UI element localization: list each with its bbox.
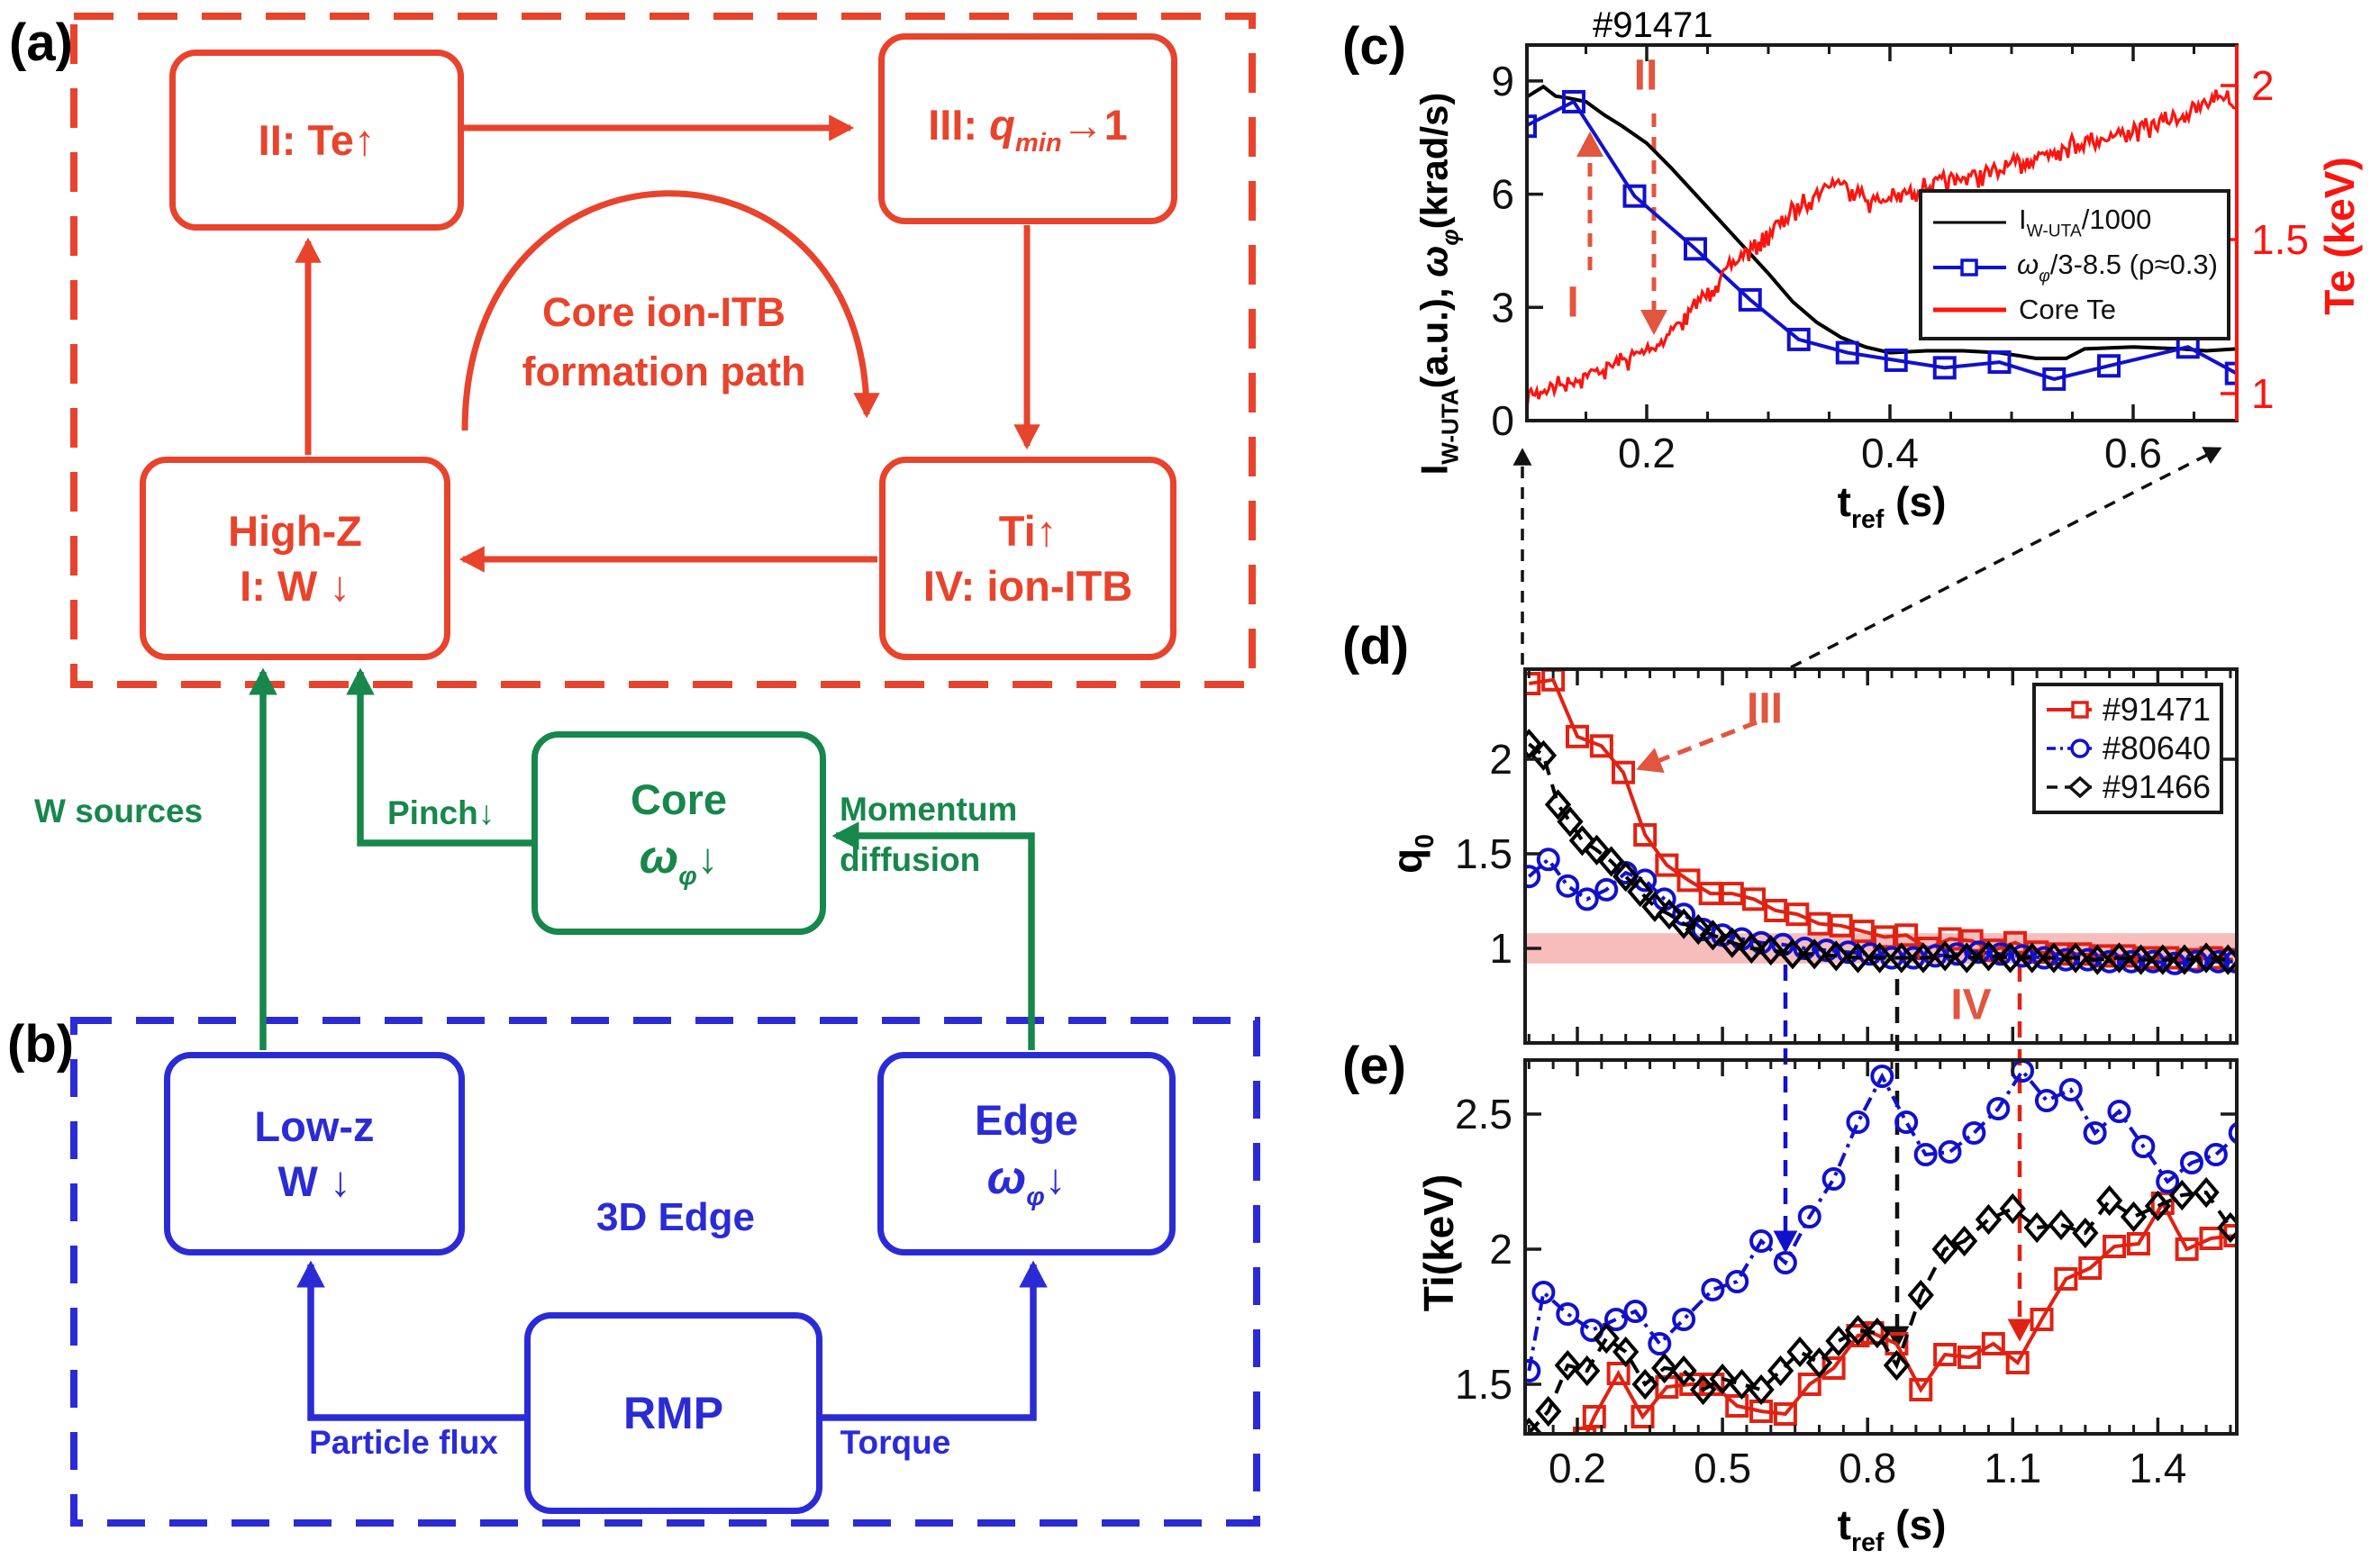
box-te-up: II: Te↑ — [169, 50, 464, 231]
box-core: Core ωφ↓ — [531, 731, 826, 935]
legend-row-omega: ωφ/3-8.5 (ρ≈0.3) — [1931, 249, 2218, 287]
annotation-i-label: I — [1567, 278, 1579, 327]
svg-text:9: 9 — [1491, 58, 1514, 104]
svg-text:1: 1 — [1489, 925, 1512, 972]
box-edge: Edge ωφ↓ — [877, 1052, 1176, 1255]
arrow-pinch — [346, 667, 531, 847]
annotation-ii-label: II — [1633, 51, 1658, 100]
svg-text:1.5: 1.5 — [1455, 1361, 1512, 1408]
svg-text:1: 1 — [2251, 370, 2275, 417]
arrow-torque — [822, 1260, 1048, 1421]
svg-text:1.4: 1.4 — [2129, 1445, 2186, 1491]
svg-text:0.4: 0.4 — [1861, 430, 1919, 476]
box-rmp-label: RMP — [622, 1387, 724, 1438]
legend-marker-red-line — [1933, 307, 2006, 313]
svg-text:0.5: 0.5 — [1694, 1445, 1751, 1491]
svg-text:1.5: 1.5 — [1455, 830, 1512, 877]
panel-d-label: (d) — [1342, 617, 1410, 675]
box-ion-itb: Ti↑ IV: ion-ITB — [879, 457, 1176, 660]
box-lowz: Low-z W ↓ — [164, 1052, 465, 1255]
panel-a-label: (a) — [9, 14, 73, 72]
svg-text:6: 6 — [1491, 171, 1514, 218]
svg-text:2: 2 — [1489, 1226, 1512, 1273]
legend-marker-blue-square-line — [1933, 258, 2006, 277]
box-highz: High-Z I: W ↓ — [140, 457, 450, 660]
w-sources-label: W sources — [34, 793, 204, 829]
svg-text:1.1: 1.1 — [1984, 1445, 2041, 1491]
three-d-edge-label: 3D Edge — [595, 1195, 756, 1239]
box-edge-title: Edge — [975, 1096, 1078, 1145]
arc-label-line1: Core ion-ITB — [542, 289, 786, 335]
annotation-iii-label: III — [1746, 684, 1784, 733]
svg-text:0.2: 0.2 — [1549, 1445, 1606, 1491]
panel-c-title: #91471 — [1593, 5, 1713, 45]
box-core-omega: ωφ↓ — [639, 830, 719, 891]
legend-marker-blue-circle — [2047, 739, 2092, 758]
svg-text:1.5: 1.5 — [2251, 216, 2309, 263]
panel-d-ylabel: q0 — [1384, 834, 1440, 874]
legend-row-91466: #91466 — [2045, 768, 2211, 806]
legend-panel-d: #91471 #80640 #91466 — [2032, 683, 2223, 814]
svg-text:2.5: 2.5 — [1455, 1091, 1512, 1138]
panel-b-label: (b) — [7, 1015, 75, 1074]
torque-label: Torque — [840, 1424, 951, 1461]
pinch-label: Pinch↓ — [387, 794, 495, 831]
arrow-particle-flux — [296, 1260, 524, 1421]
panel-e-ylabel: Ti(keV) — [1415, 1174, 1462, 1312]
box-qmin: III: qmin→1 — [878, 33, 1177, 224]
svg-text:2: 2 — [2251, 62, 2275, 109]
svg-text:0.8: 0.8 — [1839, 1445, 1896, 1491]
box-qmin-label: III: qmin→1 — [928, 100, 1128, 158]
momentum-label-line1: Momentum — [840, 791, 1018, 828]
box-rmp: RMP — [524, 1312, 822, 1514]
connector-arrow-diagonal — [1790, 447, 2222, 669]
box-lowz-line2: W ↓ — [277, 1157, 351, 1205]
annotation-arrow-iii — [1636, 720, 1758, 774]
svg-text:3: 3 — [1491, 284, 1514, 331]
legend-row-80640: #80640 — [2045, 730, 2211, 767]
svg-text:0.2: 0.2 — [1618, 430, 1676, 476]
panel-c-label: (c) — [1342, 17, 1406, 76]
panel-c-ylabel: IW-UTA(a.u.), ωφ(krad/s) — [1413, 92, 1464, 476]
legend-row-91471: #91471 — [2045, 691, 2211, 729]
annotation-iv-label: IV — [1950, 981, 1992, 1029]
svg-text:0: 0 — [1491, 397, 1514, 444]
panel-e-label: (e) — [1342, 1037, 1406, 1095]
box-highz-line1: High-Z — [228, 506, 362, 555]
legend-row-iwuta: IW-UTA/1000 — [1931, 204, 2218, 242]
panel-c-right-ylabel: Te (keV) — [2316, 157, 2363, 315]
arc-label-line2: formation path — [522, 349, 806, 394]
box-ion-itb-line1: Ti↑ — [998, 506, 1058, 555]
panel-a-boundary — [70, 13, 1256, 688]
particle-flux-label: Particle flux — [309, 1424, 498, 1461]
momentum-label-line2: diffusion — [840, 841, 981, 878]
legend-marker-black-diamond — [2047, 776, 2092, 798]
box-ion-itb-line2: IV: ion-ITB — [922, 562, 1133, 610]
box-lowz-line1: Low-z — [254, 1101, 375, 1150]
svg-text:0.6: 0.6 — [2104, 430, 2162, 476]
arrow-momentum-diffusion — [831, 821, 1035, 1050]
legend-row-corete: Core Te — [1931, 294, 2218, 326]
panel-c-xlabel: tref (s) — [1837, 478, 1947, 534]
panel-b-boundary — [70, 1017, 1260, 1527]
box-core-title: Core — [630, 775, 728, 824]
box-te-up-label: II: Te↑ — [258, 115, 376, 164]
box-edge-omega: ωφ↓ — [986, 1151, 1067, 1211]
legend-marker-red-square — [2047, 701, 2092, 719]
svg-text:2: 2 — [1489, 736, 1512, 783]
legend-panel-c: IW-UTA/1000 ωφ/3-8.5 (ρ≈0.3) Core Te — [1919, 189, 2230, 340]
arc-core-itb-path — [461, 190, 880, 431]
panel-e-xlabel: tref (s) — [1837, 1501, 1947, 1557]
legend-marker-black-line — [1933, 221, 2006, 224]
box-highz-line2: I: W ↓ — [240, 562, 350, 610]
